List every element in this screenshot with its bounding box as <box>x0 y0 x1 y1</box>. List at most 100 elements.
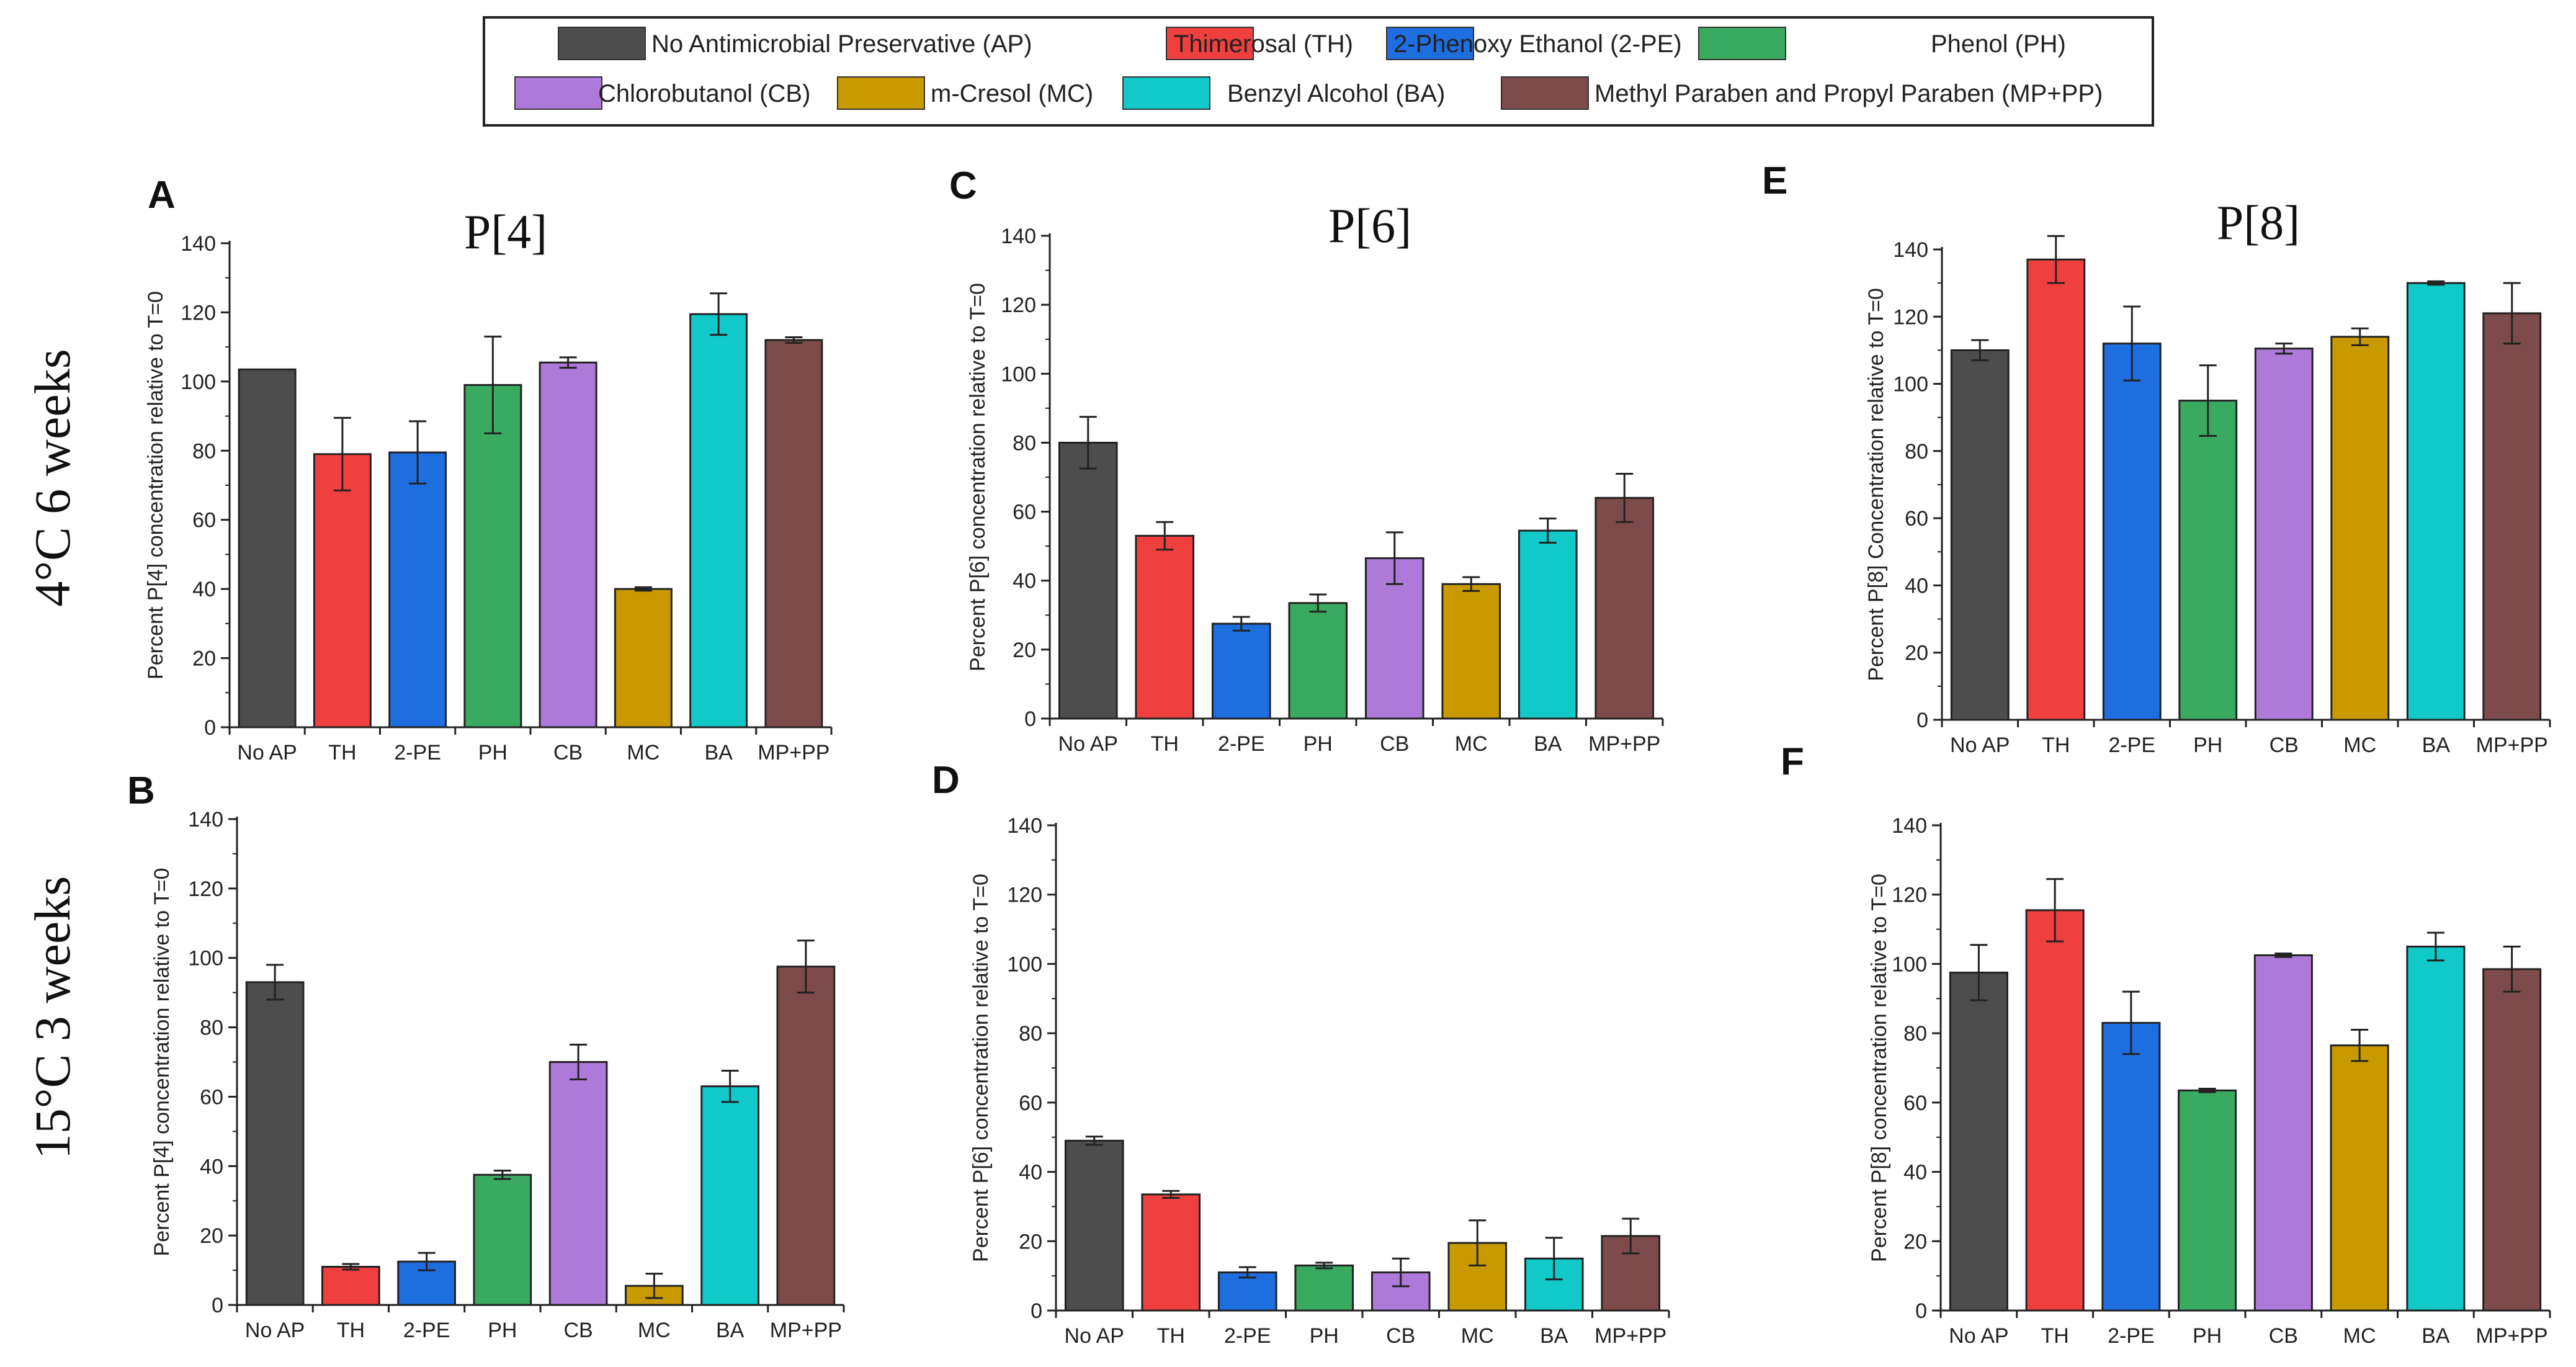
x-tick-label: PH <box>478 741 508 764</box>
x-tick-label: MP+PP <box>770 1319 842 1342</box>
x-tick-label: CB <box>2270 733 2299 757</box>
y-tick-label: 80 <box>1019 1022 1042 1046</box>
y-tick-label: 0 <box>204 716 216 740</box>
y-tick-label: 140 <box>1893 238 1928 262</box>
bar-cb <box>2254 347 2314 721</box>
bar-th <box>2026 258 2086 721</box>
error-bar <box>1545 1237 1563 1281</box>
x-tick-label: BA <box>1534 732 1562 756</box>
error-bar <box>2351 1029 2369 1062</box>
error-bar <box>1232 616 1250 632</box>
y-tick-label: 0 <box>1915 1299 1927 1323</box>
legend-label: Chlorobutanol (CB) <box>598 80 810 107</box>
panels: A P[4] Percent P[4] concentration relative… <box>127 159 2551 1348</box>
x-tick-label: BA <box>704 741 733 764</box>
y-tick-label: 20 <box>1019 1230 1042 1253</box>
error-bar <box>1156 521 1174 551</box>
legend-box <box>483 16 2154 127</box>
y-tick-label: 80 <box>192 439 216 463</box>
y-tick-label: 140 <box>1892 814 1927 838</box>
y-tick-label: 0 <box>212 1294 223 1317</box>
error-bar <box>1079 416 1097 470</box>
y-tick-label: 40 <box>192 578 216 601</box>
x-tick-label: No AP <box>1058 732 1118 756</box>
error-bar <box>1622 1217 1640 1255</box>
error-bar <box>2351 327 2369 346</box>
bar-no-ap <box>1058 441 1118 720</box>
chart-title: P[8] <box>2217 195 2300 249</box>
bar-th <box>1135 534 1195 720</box>
legend-label: Methyl Paraben and Propyl Paraben (MP+PP… <box>1594 80 2103 107</box>
y-tick-label: 20 <box>200 1224 223 1248</box>
error-bar <box>2275 343 2293 355</box>
y-tick-label: 40 <box>1019 1161 1042 1185</box>
y-tick-label: 20 <box>1905 642 1928 665</box>
x-tick-label: MC <box>2343 1324 2376 1348</box>
legend-label: Thimerosal (TH) <box>1174 30 1353 58</box>
bar-mc <box>2330 336 2390 721</box>
panel-letter: B <box>127 769 155 812</box>
x-tick-label: TH <box>1151 732 1179 756</box>
legend-swatch <box>1122 76 1210 110</box>
panel-b: B Percent P[4] concentration relative to … <box>127 769 845 1342</box>
panel-a: A P[4] Percent P[4] concentration relative… <box>144 174 833 764</box>
error-bar <box>493 1170 511 1180</box>
error-bar <box>2426 931 2444 962</box>
x-tick-label: No AP <box>1949 1324 2008 1348</box>
bar-th <box>1141 1193 1201 1312</box>
x-tick-label: 2-PE <box>1224 1324 1271 1348</box>
y-tick-label: 140 <box>1001 225 1036 248</box>
x-tick-label: 2-PE <box>394 741 441 764</box>
error-bar <box>409 420 427 485</box>
error-bar <box>1238 1266 1256 1279</box>
x-tick-label: CB <box>553 741 583 764</box>
error-bar <box>710 292 728 336</box>
legend-label: Phenol (PH) <box>1931 30 2066 58</box>
error-bar <box>634 586 652 592</box>
x-tick-label: MC <box>1455 732 1488 756</box>
panel-c: C P[6] Percent P[6] concentration relative… <box>949 164 1664 756</box>
panel-letter: A <box>148 174 176 217</box>
bar-no-ap <box>1949 971 2008 1312</box>
y-tick-label: 100 <box>1007 952 1042 976</box>
x-tick-label: TH <box>337 1319 365 1342</box>
y-tick-label: 60 <box>192 509 216 532</box>
x-tick-label: BA <box>2422 733 2451 757</box>
x-tick-label: TH <box>2042 733 2070 757</box>
bar-th <box>2025 909 2085 1312</box>
error-bar <box>1385 531 1403 585</box>
y-tick-label: 80 <box>1013 431 1036 455</box>
x-tick-label: BA <box>2422 1324 2450 1348</box>
legend-label: m-Cresol (MC) <box>931 80 1093 107</box>
x-tick-label: 2-PE <box>403 1319 450 1342</box>
y-tick-label: 140 <box>181 232 216 256</box>
bar-ph <box>1288 602 1348 720</box>
error-bar <box>333 416 351 491</box>
bar-no-ap <box>245 981 305 1306</box>
error-bar <box>342 1263 360 1271</box>
bar-2-pe <box>2101 1021 2161 1312</box>
y-tick-label: 20 <box>1903 1230 1927 1253</box>
y-tick-label: 80 <box>200 1016 223 1040</box>
bar-2-pe <box>388 451 447 728</box>
x-tick-label: CB <box>564 1319 593 1342</box>
y-axis-label: Percent P[8] concentration relative to T… <box>1867 874 1891 1262</box>
panel-letter: C <box>949 164 977 207</box>
y-tick-label: 120 <box>1001 294 1036 317</box>
y-tick-label: 40 <box>200 1155 223 1178</box>
x-tick-label: 2-PE <box>2108 733 2155 757</box>
y-tick-label: 120 <box>1893 305 1928 329</box>
legend-swatch <box>837 76 925 110</box>
panel-f: F Percent P[8] concentration relative to … <box>1781 740 2551 1348</box>
bar-no-ap <box>1950 349 2010 721</box>
error-bar <box>2046 878 2064 943</box>
legend: No Antimicrobial Preservative (AP) Thimer… <box>483 16 2154 127</box>
legend-swatch <box>1501 76 1589 110</box>
panel-letter: D <box>932 759 960 802</box>
error-bar <box>1315 1262 1333 1270</box>
y-tick-label: 100 <box>181 370 216 394</box>
x-tick-label: BA <box>716 1319 745 1342</box>
y-tick-label: 80 <box>1905 440 1928 464</box>
legend-swatch <box>1166 27 1254 60</box>
error-bar <box>2047 235 2065 284</box>
